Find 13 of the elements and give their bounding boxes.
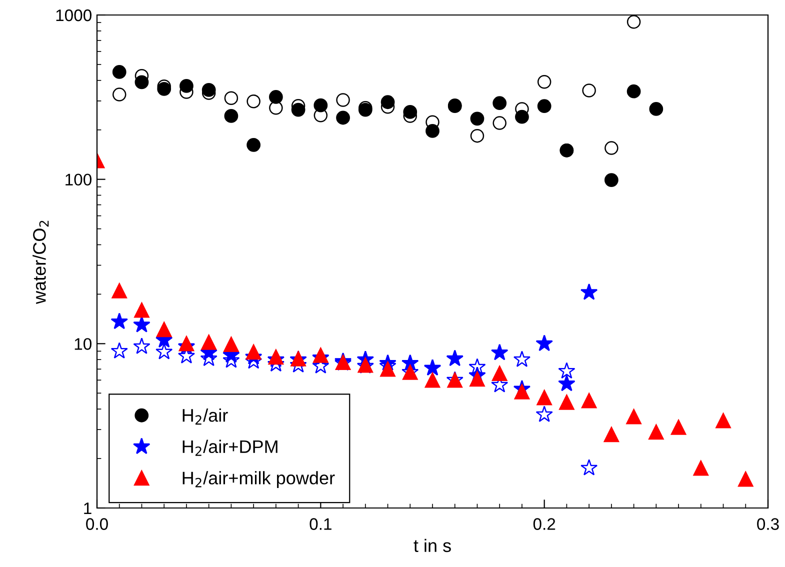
- x-tick-label: 0.1: [310, 518, 332, 530]
- y-axis-title: water/CO$_{2}$: [32, 220, 49, 304]
- x-tick-label: 0.0: [86, 518, 108, 530]
- x-axis-title: t in s: [414, 538, 451, 552]
- y-tick-label: 1: [84, 502, 92, 514]
- x-tick-label: 0.3: [757, 518, 779, 530]
- y-tick-label: 1000: [56, 9, 92, 22]
- legend-label: H$_{2}$/air+milk powder: [182, 471, 335, 488]
- y-tick-label: 10: [74, 338, 92, 350]
- legend-label: H$_{2}$/air: [182, 408, 228, 425]
- y-tick-label: 100: [66, 174, 92, 186]
- x-tick-label: 0.2: [533, 518, 556, 530]
- legend-label: H$_{2}$/air+DPM: [182, 440, 278, 456]
